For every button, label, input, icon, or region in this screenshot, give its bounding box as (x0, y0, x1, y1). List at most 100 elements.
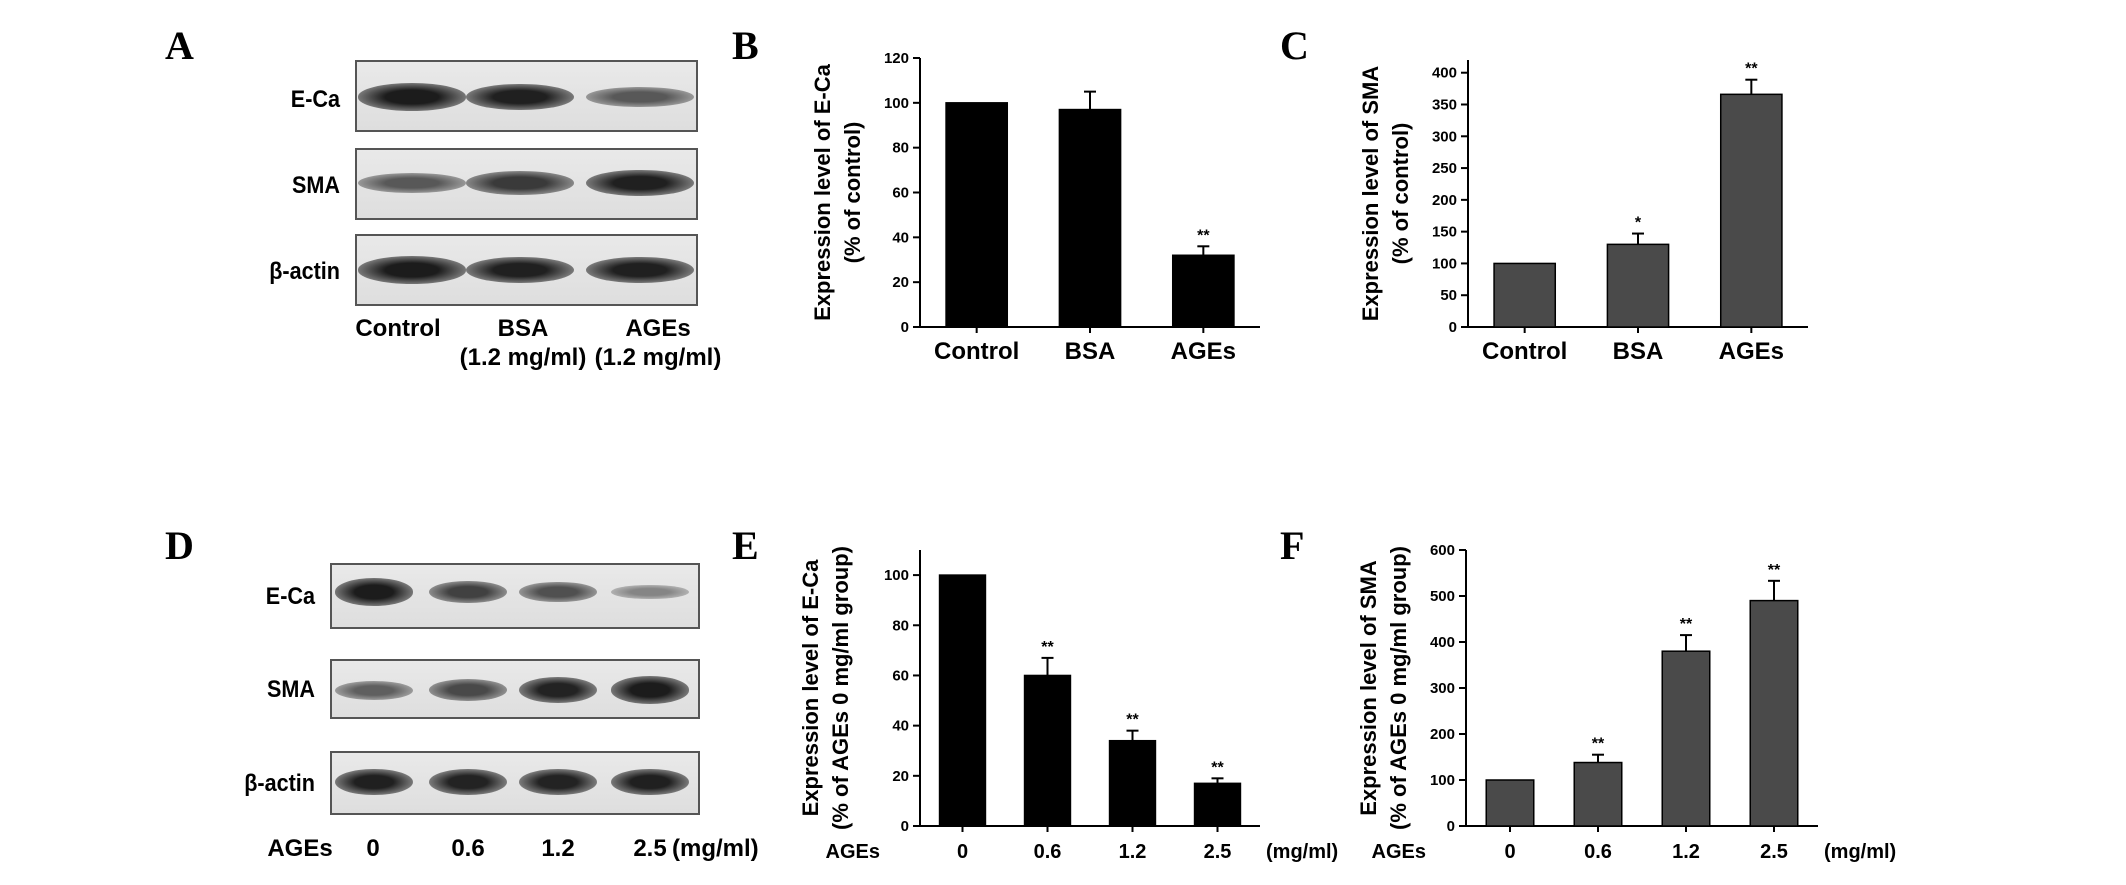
blot-band (358, 256, 466, 284)
y-tick-label: 40 (892, 718, 909, 735)
blot-band (429, 768, 507, 796)
y-tick-label: 60 (892, 185, 909, 202)
blot-row-label: E-Ca (265, 583, 315, 610)
x-tick-label: 0 (957, 841, 968, 863)
y-axis-label: (% of AGEs 0 mg/ml group) (1386, 546, 1411, 830)
blot-band (611, 768, 689, 796)
blot-row-label: E-Ca (290, 86, 340, 113)
y-tick-label: 300 (1432, 128, 1457, 145)
panel-label-a: A (165, 23, 194, 68)
blot-lane-label: 0 (366, 835, 380, 862)
bar (1023, 674, 1072, 827)
panel-label-d: D (165, 523, 194, 568)
blot-band (611, 584, 689, 600)
x-tick-label: AGEs (1719, 338, 1784, 365)
blot-band (335, 578, 413, 606)
blot-row-label: β-actin (269, 258, 340, 285)
y-tick-label: 80 (892, 617, 909, 634)
y-tick-label: 60 (892, 667, 909, 684)
bar-chart-e-ca-control: 0 20 40 60 80 100 120 Control BSA ** AGEs Expressio… (810, 50, 1260, 365)
panel-label-e: E (732, 523, 759, 568)
y-tick-label: 200 (1430, 726, 1455, 743)
y-tick-label: 80 (892, 140, 909, 157)
blot-band (611, 676, 689, 704)
blot-band (519, 768, 597, 796)
significance-label: ** (1768, 562, 1781, 579)
bar (1171, 254, 1235, 328)
x-axis-prefix: AGEs (826, 841, 880, 863)
blot-lane-label-line1: BSA (497, 315, 549, 342)
blot-lane-prefix: AGEs (267, 835, 333, 862)
blot-band (466, 171, 574, 195)
bar (1606, 243, 1670, 328)
significance-label: ** (1126, 712, 1139, 729)
bar (938, 574, 987, 827)
blot-lane-label: 1.2 (541, 835, 575, 862)
x-tick-label: Control (1482, 338, 1567, 365)
blot-lane-label: 2.5 (633, 835, 667, 862)
bar (1108, 739, 1157, 827)
bar (1719, 93, 1783, 328)
blot-band (466, 83, 574, 111)
blot-lane-label-line2: (1.2 mg/ml) (459, 344, 587, 371)
y-tick-label: 40 (892, 229, 909, 246)
bar (1058, 108, 1122, 328)
bar (945, 102, 1009, 328)
y-axis-label: (% of AGEs 0 mg/ml group) (828, 546, 853, 830)
y-tick-label: 350 (1432, 97, 1457, 114)
blot-lane-unit: (mg/ml) (672, 835, 759, 862)
blot-band (429, 580, 507, 604)
blot-lane-label-line1: Control (355, 315, 441, 342)
bar (1193, 782, 1242, 827)
panel-label-f: F (1280, 523, 1305, 568)
x-tick-label: 1.2 (1672, 841, 1700, 863)
blot-lane-label: AGEs (1.2 mg/ml) (593, 314, 723, 372)
y-axis-label: Expression level of SMA (1358, 66, 1383, 322)
y-tick-label: 500 (1430, 588, 1455, 605)
x-axis-unit: (mg/ml) (1824, 841, 1896, 863)
y-axis-label: Expression level of E-Ca (810, 63, 835, 321)
y-tick-label: 120 (884, 50, 909, 67)
significance-label: ** (1680, 616, 1693, 633)
y-tick-label: 400 (1430, 634, 1455, 651)
bar (1573, 761, 1623, 827)
y-tick-label: 0 (1449, 319, 1457, 336)
significance-label: ** (1211, 759, 1224, 776)
blot-band (586, 169, 694, 197)
blot-band (429, 679, 507, 701)
bar-chart-e-ca-dose: 0 20 40 60 80 100 0 ** 0.6 ** 1.2 ** 2.5 AGEs (mg/ml) E… (798, 546, 1338, 863)
y-tick-label: 600 (1430, 542, 1455, 559)
panel-label-c: C (1280, 23, 1309, 68)
x-tick-label: BSA (1065, 338, 1116, 365)
panel-label-b: B (732, 23, 759, 68)
blot-lane-label-line1: AGEs (625, 315, 691, 342)
y-tick-label: 200 (1432, 192, 1457, 209)
blot-band (519, 581, 597, 603)
blot-band (466, 256, 574, 284)
blot-band (358, 173, 466, 193)
blot-lane-label: BSA (1.2 mg/ml) (458, 314, 588, 372)
x-tick-label: 0.6 (1034, 841, 1062, 863)
x-tick-label: 2.5 (1204, 841, 1232, 863)
y-axis-label: (% of control) (840, 122, 865, 264)
x-tick-label: 2.5 (1760, 841, 1788, 863)
blot-lane-label: Control (348, 314, 448, 343)
bar (1749, 599, 1799, 827)
x-tick-label: Control (934, 338, 1019, 365)
blot-band (586, 87, 694, 107)
blot-band (519, 676, 597, 704)
y-tick-label: 0 (901, 818, 909, 835)
significance-label: ** (1745, 61, 1758, 78)
y-axis-label: (% of control) (1388, 123, 1413, 265)
y-tick-label: 150 (1432, 224, 1457, 241)
y-axis-label: Expression level of E-Ca (798, 559, 823, 817)
blot-band (335, 680, 413, 700)
bar-chart-sma-dose: 0 100 200 300 400 500 600 0 ** 0.6 ** 1.2 ** 2.5 AGEs (… (1356, 542, 1896, 863)
bar-chart-sma-control: 0 50 100 150 200 250 300 350 400 Control * BSA ** AGE… (1358, 60, 1808, 365)
y-tick-label: 20 (892, 768, 909, 785)
y-tick-label: 20 (892, 274, 909, 291)
y-tick-label: 50 (1440, 287, 1457, 304)
x-tick-label: AGEs (1171, 338, 1236, 365)
y-axis-label: Expression level of SMA (1356, 560, 1381, 816)
y-tick-label: 0 (1447, 818, 1455, 835)
